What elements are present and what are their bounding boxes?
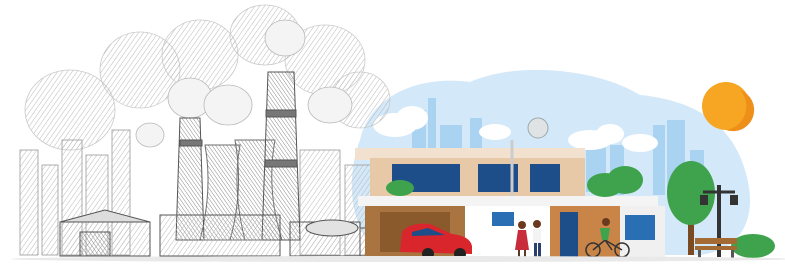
people-part: [533, 220, 541, 228]
people-part: [538, 243, 541, 258]
lamp-and-bench-part: [700, 195, 708, 205]
smoke-part: [265, 20, 305, 56]
factory-part: [160, 215, 280, 256]
lamp-and-bench-part: [695, 238, 737, 244]
ground: [10, 256, 785, 262]
clouds-part: [596, 124, 624, 144]
lamp-and-bench-part: [698, 250, 701, 258]
house-part: [560, 212, 578, 258]
sketch-buildings-part: [20, 150, 38, 255]
page-body: (() => { document.querySelectorAll('g[da…: [0, 0, 785, 265]
smoke-part: [204, 85, 252, 125]
smoke-part: [136, 123, 164, 147]
house-part: [625, 215, 655, 240]
house-part: [528, 118, 548, 138]
house-part: [492, 212, 514, 226]
sketch-buildings-part: [42, 165, 58, 255]
plants-part: [731, 234, 775, 258]
lamp-and-bench-part: [730, 195, 738, 205]
ground-part: [10, 256, 785, 262]
factory-part: [306, 220, 358, 236]
chimneys-part: [265, 160, 297, 167]
chimneys-part: [180, 140, 202, 146]
city-skyline-part: [653, 125, 665, 195]
lamp-and-bench-part: [731, 250, 734, 258]
page: Industry to city illustration {} html, b…: [0, 0, 785, 265]
plants-part: [386, 180, 414, 196]
smoke-part: [308, 87, 352, 123]
sketch-clouds: [25, 5, 390, 150]
lamp-and-bench-part: [695, 246, 737, 250]
clouds-part: [622, 134, 658, 152]
clouds-part: [479, 124, 511, 140]
people-part: [533, 229, 541, 243]
factory-part: [80, 232, 110, 256]
house-part: [530, 164, 560, 192]
people-part: [534, 243, 537, 258]
cyclist-part: [602, 218, 610, 226]
clouds-part: [396, 106, 428, 130]
chimneys-part: [266, 110, 296, 117]
house-part: [358, 196, 658, 206]
people-part: [518, 221, 526, 229]
sketch-clouds-part: [162, 20, 238, 90]
illustration: [0, 0, 785, 265]
plants-part: [607, 166, 643, 194]
